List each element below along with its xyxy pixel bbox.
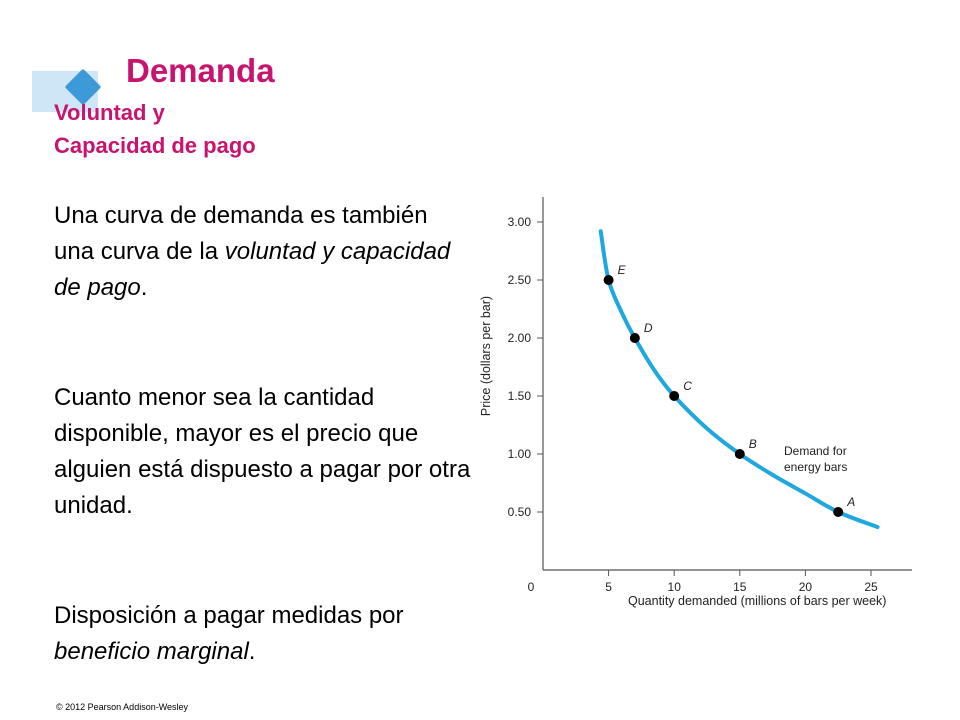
point-label-d: D <box>644 321 653 335</box>
point-label-e: E <box>618 263 627 277</box>
y-tick-label: 2.50 <box>508 273 532 287</box>
x-tick-label: 10 <box>668 580 682 594</box>
y-axis-title: Price (dollars per bar) <box>479 296 493 416</box>
x-tick-label: 25 <box>864 580 878 594</box>
subtitle-line1: Voluntad y <box>54 100 165 125</box>
x-tick-label: 0 <box>528 580 535 594</box>
demand-chart: 0 5 10 15 20 25 0.50 1.00 1.50 2.00 2.50 3.00 E D C B A… <box>479 197 912 608</box>
p3-italic: beneficio marginal <box>54 638 249 665</box>
slide-subtitle: Voluntad y Capacidad de pago <box>54 96 256 162</box>
y-tick-label: 1.00 <box>508 447 532 461</box>
y-tick-label: 1.50 <box>508 389 532 403</box>
y-tick-label: 3.00 <box>508 215 532 229</box>
point-e <box>603 275 614 285</box>
point-label-a: A <box>846 495 855 509</box>
paragraph-marginal-benefit: Disposición a pagar medidas por benefici… <box>54 598 474 670</box>
p1-italic: voluntad y capacidad de pago <box>54 238 451 301</box>
point-label-c: C <box>683 379 692 393</box>
p1-end: . <box>140 274 148 301</box>
chart-axes <box>542 197 912 571</box>
demand-curve <box>598 229 880 530</box>
p3-text: Disposición a pagar medidas por <box>54 602 404 629</box>
points-layer: E D C B A <box>603 263 855 517</box>
y-tick-label: 0.50 <box>508 505 532 519</box>
point-b <box>734 449 745 459</box>
x-tick-label: 20 <box>799 580 813 594</box>
p1-text: Una curva de demanda es también una curv… <box>54 202 428 265</box>
curve-layer <box>598 229 880 530</box>
subtitle-line2: Capacidad de pago <box>54 133 256 158</box>
x-axis-title: Quantity demanded (millions of bars per … <box>628 594 886 608</box>
x-tick-label: 15 <box>733 580 747 594</box>
point-d <box>629 333 640 343</box>
copyright-notice: © 2012 Pearson Addison-Wesley <box>56 702 189 712</box>
demand-annotation-line2: energy bars <box>784 460 847 474</box>
point-a <box>833 507 844 517</box>
point-label-b: B <box>749 437 757 451</box>
x-tick-label: 5 <box>605 580 612 594</box>
point-c <box>669 391 680 401</box>
p3-end: . <box>248 638 256 665</box>
slide-title: Demanda <box>126 52 275 89</box>
paragraph-demand-curve: Una curva de demanda es también una curv… <box>54 198 474 306</box>
chart-ticks: 0 5 10 15 20 25 0.50 1.00 1.50 2.00 2.50 3.00 <box>508 215 878 594</box>
paragraph-quantity-price: Cuanto menor sea la cantidad disponible,… <box>54 384 471 519</box>
y-tick-label: 2.00 <box>508 331 532 345</box>
demand-annotation-line1: Demand for <box>784 444 847 458</box>
